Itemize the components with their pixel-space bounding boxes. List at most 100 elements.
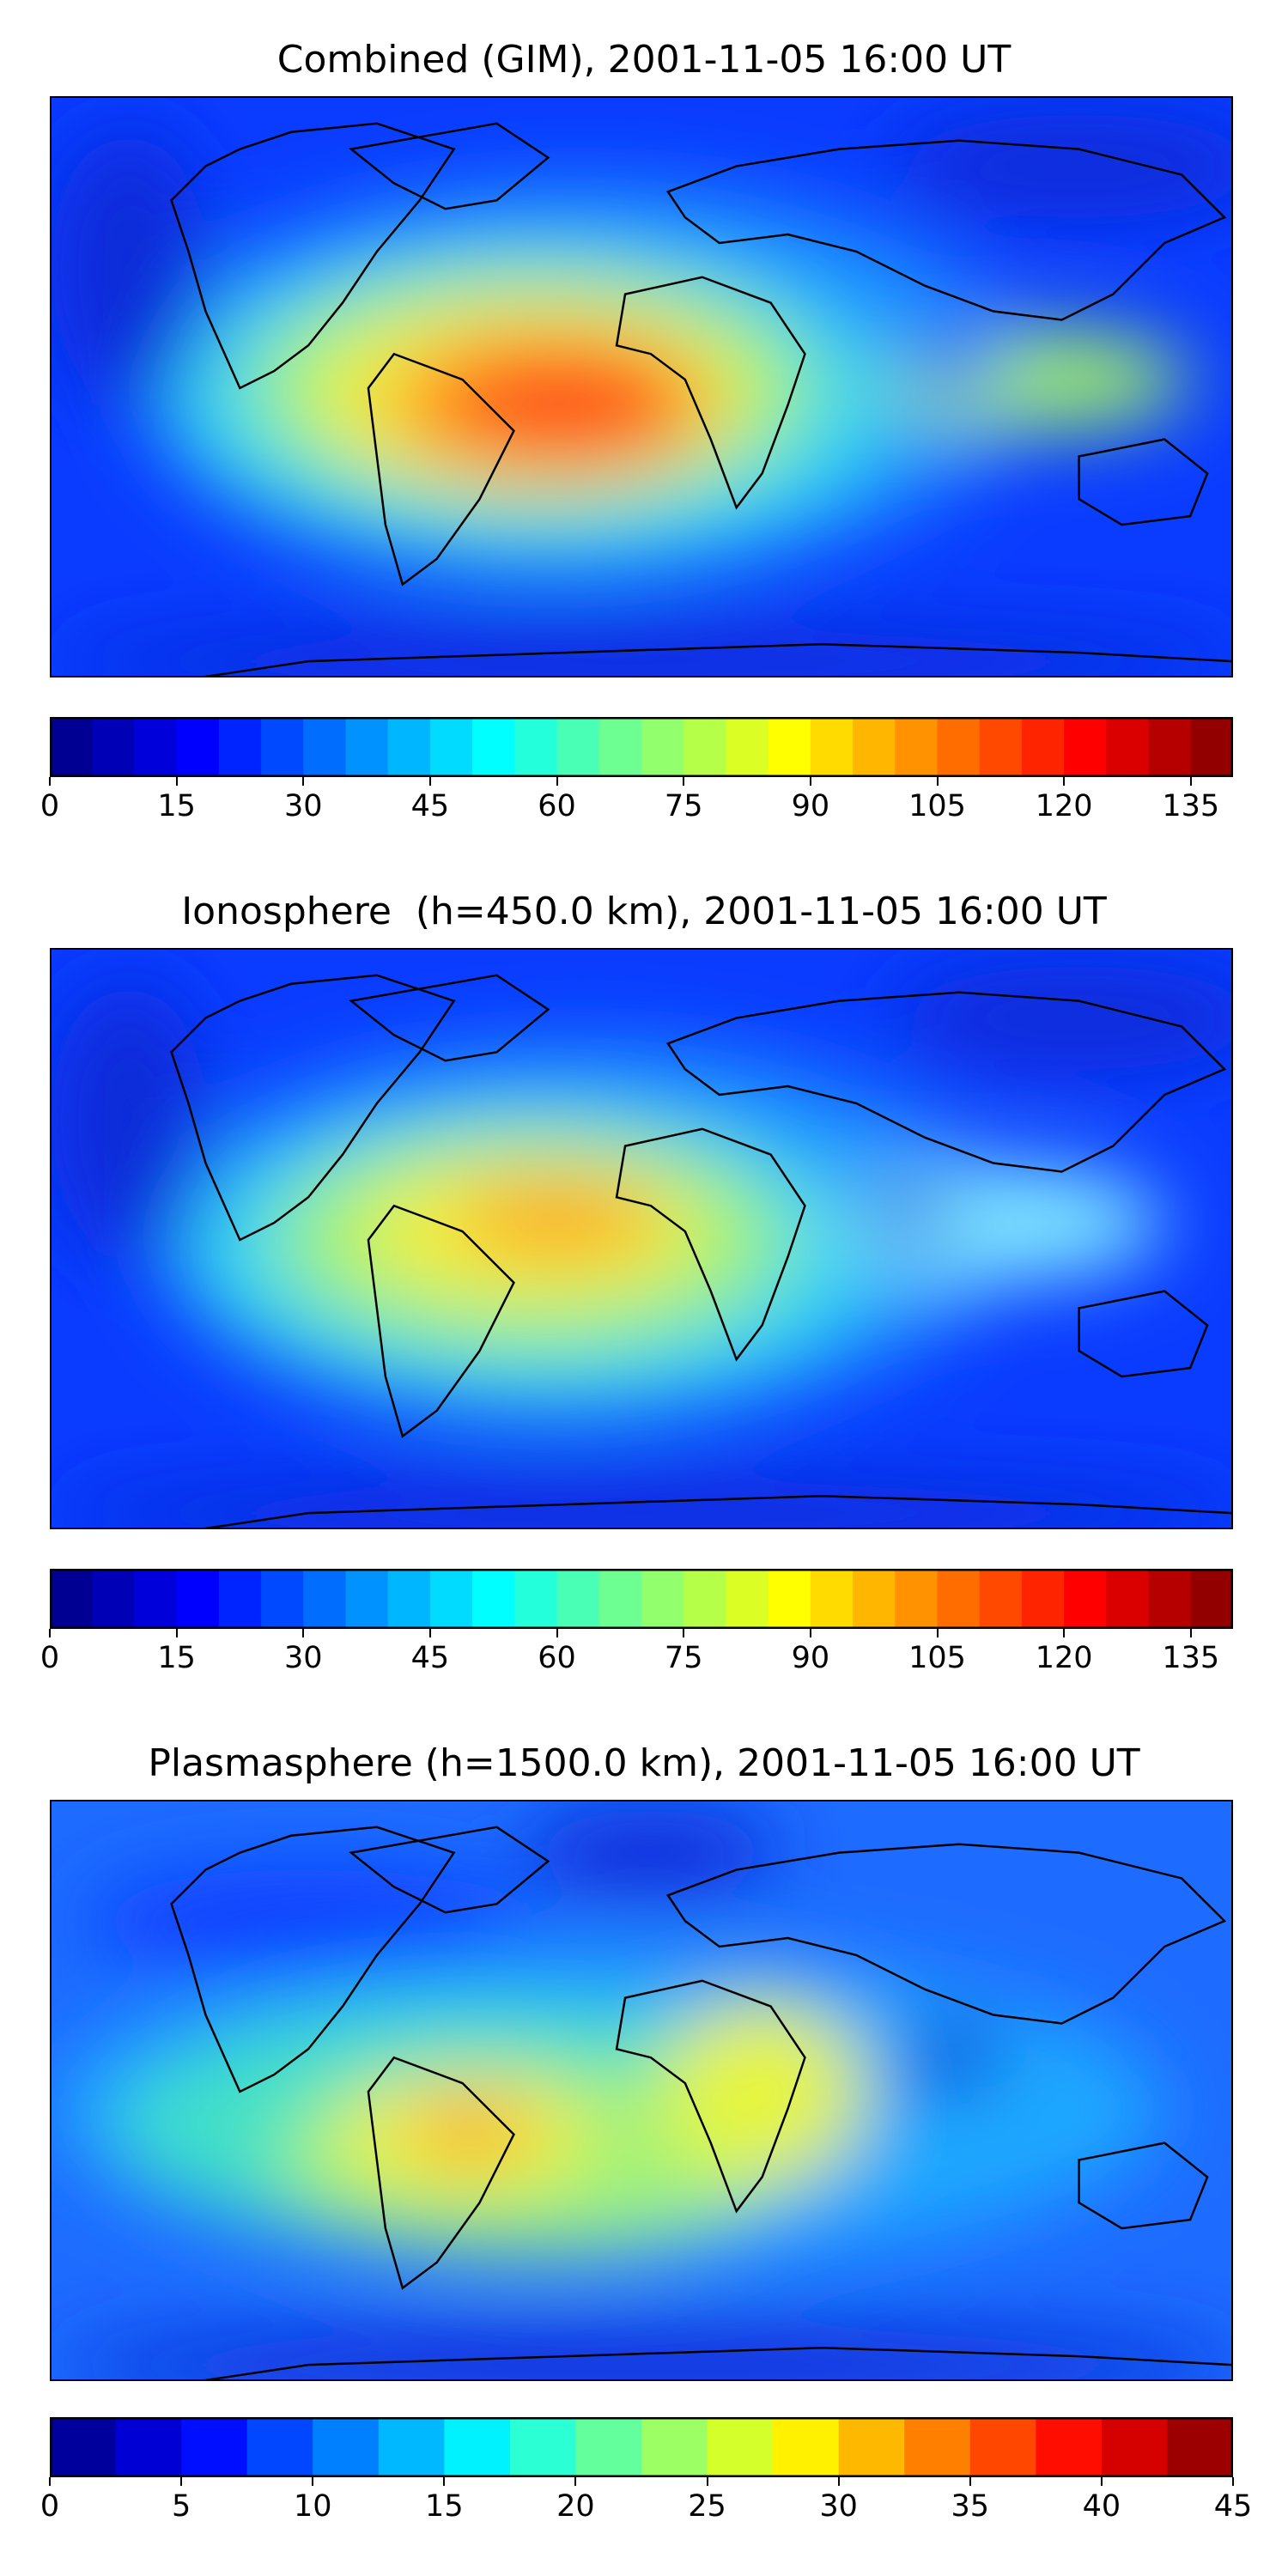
colorbar-level-swatch	[810, 717, 854, 777]
colorbar-tick-label: 40	[1082, 2489, 1121, 2524]
colorbar-tick-label: 90	[791, 1641, 830, 1675]
coastlines	[170, 1826, 1231, 2379]
colorbar-tick-label: 30	[284, 1641, 323, 1675]
colorbar-tick-mark	[683, 777, 685, 786]
colorbar-tick-mark	[443, 2477, 446, 2486]
colorbar-level-swatch	[641, 717, 684, 777]
colorbar-level-swatch	[514, 1569, 558, 1629]
colorbar-tick-mark	[936, 777, 939, 786]
colorbar-level-swatch	[937, 717, 981, 777]
colorbar-tick-mark	[556, 1629, 558, 1637]
colorbar-level-swatch	[768, 717, 811, 777]
colorbar-level-swatch	[598, 717, 642, 777]
colorbar-tick-mark	[428, 1629, 431, 1637]
colorbar-level-swatch	[726, 1569, 769, 1629]
colorbar-tick-label: 0	[39, 2489, 60, 2524]
map-combined	[50, 96, 1233, 677]
colorbar-tick-label: 120	[1035, 1641, 1093, 1675]
colorbar-tick-label: 0	[39, 789, 60, 823]
colorbar-level-swatch	[387, 1569, 431, 1629]
colorbar-tick-label: 20	[556, 2489, 595, 2524]
colorbar-level-swatch	[979, 1569, 1023, 1629]
colorbar-level-swatch	[838, 2417, 905, 2477]
colorbar-level-swatch	[50, 2417, 117, 2477]
colorbar-tick-label: 135	[1162, 1641, 1220, 1675]
colorbar-level-swatch	[246, 2417, 313, 2477]
colorbar-level-swatch	[313, 2417, 380, 2477]
colorbar-tick-label: 135	[1162, 789, 1220, 823]
colorbar-tick-mark	[312, 2477, 314, 2486]
colorbar-swatches-plasmasphere	[50, 2417, 1233, 2477]
colorbar-tick-mark	[302, 1629, 305, 1637]
colorbar-tick-mark	[936, 1629, 939, 1637]
colorbar-tick-mark	[837, 2477, 840, 2486]
colorbar-level-swatch	[176, 1569, 220, 1629]
colorbar-tick-label: 120	[1035, 789, 1093, 823]
colorbar-level-swatch	[509, 2417, 577, 2477]
colorbar-tick-mark	[1063, 777, 1066, 786]
colorbar-tick-label: 30	[284, 789, 323, 823]
colorbar-tick-label: 5	[171, 2489, 191, 2524]
colorbar-tick-label: 45	[1213, 2489, 1253, 2524]
colorbar-level-swatch	[444, 2417, 511, 2477]
colorbar-tick-mark	[49, 777, 51, 786]
colorbar-tick-mark	[175, 1629, 178, 1637]
coastlines	[170, 122, 1231, 676]
colorbar-plasmasphere	[50, 2417, 1233, 2477]
panel-title-ionosphere: Ionosphere (h=450.0 km), 2001-11-05 16:0…	[181, 890, 1107, 933]
colorbar-tick-label: 10	[293, 2489, 332, 2524]
colorbar-level-swatch	[261, 717, 304, 777]
colorbar-tick-label: 15	[157, 1641, 196, 1675]
colorbar-level-swatch	[895, 1569, 939, 1629]
colorbar-level-swatch	[853, 1569, 896, 1629]
colorbar-level-swatch	[937, 1569, 981, 1629]
colorbar-tick-label: 15	[157, 789, 196, 823]
colorbar-border	[50, 2417, 1233, 2477]
colorbar-level-swatch	[345, 1569, 389, 1629]
colorbar-tick-mark	[1232, 2477, 1234, 2486]
colorbar-level-swatch	[726, 717, 769, 777]
colorbar-level-swatch	[1064, 717, 1107, 777]
colorbar-level-swatch	[1148, 1569, 1192, 1629]
colorbar-level-swatch	[575, 2417, 642, 2477]
colorbar-level-swatch	[979, 717, 1023, 777]
colorbar-tick-mark	[49, 1629, 51, 1637]
map-plasmasphere	[50, 1800, 1233, 2381]
colorbar-level-swatch	[176, 717, 220, 777]
colorbar-tick-mark	[809, 777, 811, 786]
colorbar-level-swatch	[768, 1569, 811, 1629]
colorbar-level-swatch	[556, 717, 600, 777]
colorbar-tick-mark	[1189, 777, 1192, 786]
colorbar-level-swatch	[1167, 2417, 1233, 2477]
tec-map-ionosphere	[52, 950, 1231, 1528]
colorbar-level-swatch	[134, 717, 178, 777]
colorbar-level-swatch	[556, 1569, 600, 1629]
colorbar-tick-label: 105	[908, 789, 966, 823]
colorbar-level-swatch	[429, 1569, 473, 1629]
colorbar-tick-label: 25	[688, 2489, 726, 2524]
colorbar-tick-mark	[302, 777, 305, 786]
colorbar-level-swatch	[387, 717, 431, 777]
colorbar-tick-label: 75	[664, 1641, 703, 1675]
colorbar-level-swatch	[641, 1569, 684, 1629]
colorbar-level-swatch	[1021, 1569, 1065, 1629]
colorbar-level-swatch	[429, 717, 473, 777]
colorbar-level-swatch	[707, 2417, 774, 2477]
colorbar-level-swatch	[969, 2417, 1036, 2477]
colorbar-level-swatch	[1064, 1569, 1107, 1629]
colorbar-swatches-combined	[50, 717, 1233, 777]
colorbar-combined	[50, 717, 1233, 777]
colorbar-level-swatch	[303, 1569, 347, 1629]
colorbar-level-swatch	[853, 717, 896, 777]
colorbar-tick-label: 45	[410, 1641, 450, 1675]
colorbar-level-swatch	[514, 717, 558, 777]
colorbar-level-swatch	[50, 1569, 93, 1629]
coastlines	[170, 974, 1231, 1528]
colorbar-tick-mark	[1063, 1629, 1066, 1637]
colorbar-level-swatch	[904, 2417, 971, 2477]
colorbar-level-swatch	[1021, 717, 1065, 777]
colorbar-level-swatch	[1036, 2417, 1103, 2477]
colorbar-tick-mark	[683, 1629, 685, 1637]
colorbar-level-swatch	[683, 1569, 727, 1629]
colorbar-level-swatch	[181, 2417, 248, 2477]
